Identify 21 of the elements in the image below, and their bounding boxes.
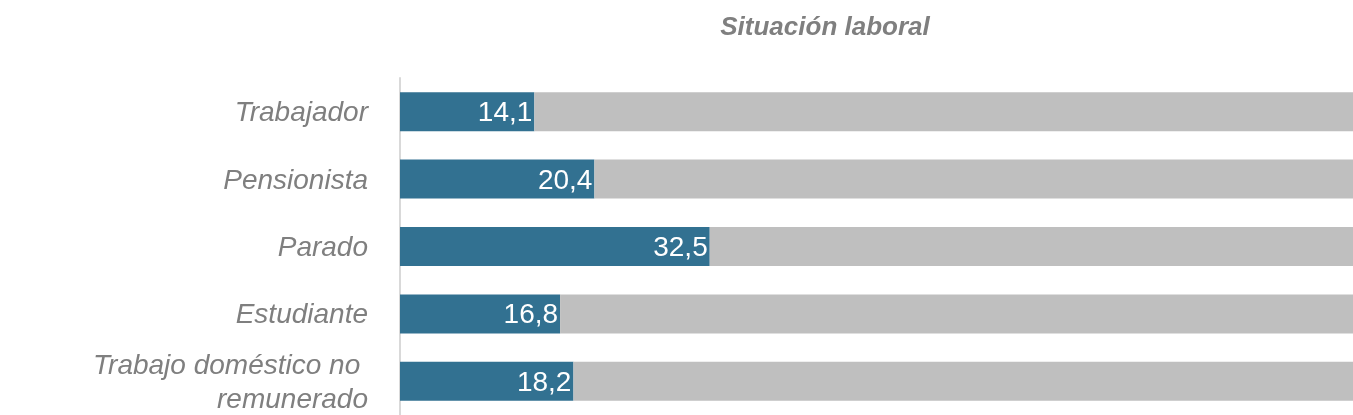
data-label: 20,4	[537, 163, 593, 195]
y-tick-label: Parado	[277, 231, 368, 262]
bar	[400, 361, 574, 401]
bar	[400, 227, 710, 266]
bar	[400, 294, 561, 334]
bar	[400, 159, 595, 199]
data-label: 16,8	[503, 298, 559, 330]
bar	[709, 227, 1353, 266]
y-tick-label: Estudiante	[235, 298, 368, 330]
data-label: 14,1	[477, 96, 533, 128]
bar	[534, 92, 1353, 132]
bar	[573, 361, 1353, 401]
chart-title: Situación laboral	[720, 11, 931, 41]
bar	[400, 92, 535, 132]
y-tick-label: Trabajador	[234, 96, 370, 128]
data-label: 18,2	[516, 365, 572, 397]
y-tick-label: Trabajo doméstico no remunerado	[93, 348, 368, 414]
bar	[594, 159, 1353, 199]
y-tick-label: Pensionista	[223, 163, 368, 195]
data-label: 32,5	[653, 231, 708, 262]
bar	[560, 294, 1353, 334]
